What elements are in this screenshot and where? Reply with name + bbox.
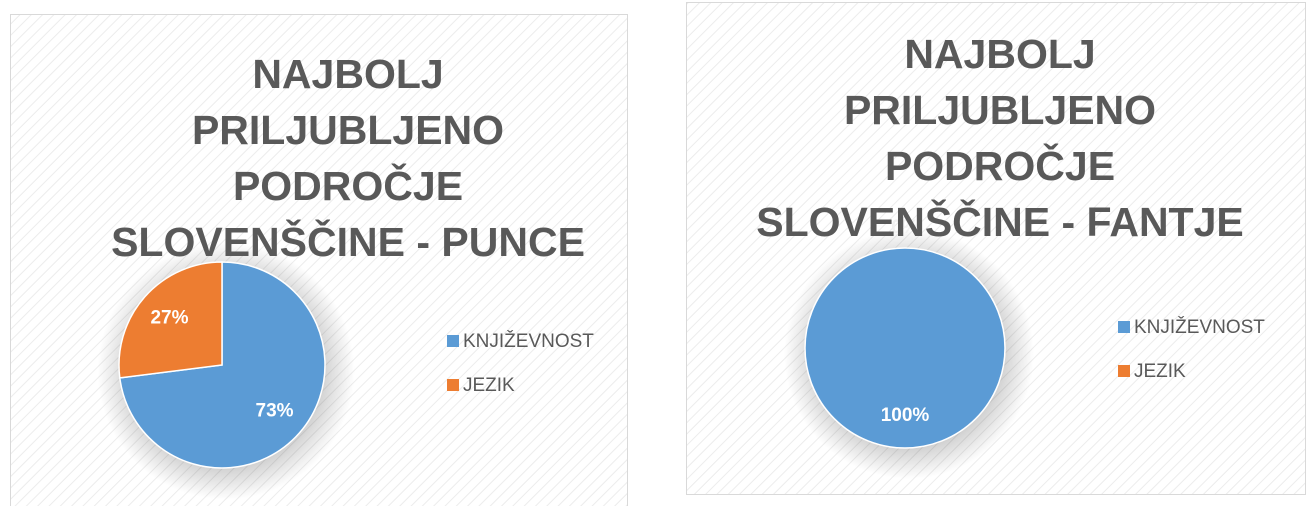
pie-slice (804, 247, 1006, 449)
data-label: 73% (256, 400, 294, 421)
pie-slice (118, 261, 223, 379)
legend-label: KNJIŽEVNOST (463, 330, 594, 352)
legend-swatch (1118, 321, 1130, 333)
legend-swatch (1118, 365, 1130, 377)
data-label: 100% (881, 405, 930, 426)
legend-label: JEZIK (1134, 361, 1186, 382)
legend-label: JEZIK (463, 375, 515, 396)
legend-label: KNJIŽEVNOST (1134, 316, 1265, 338)
legend-swatch (447, 379, 459, 391)
chart-title: NAJBOLJ PRILJUBLJENO PODROČJE SLOVENŠČIN… (756, 31, 1244, 245)
data-label: 27% (150, 308, 188, 329)
legend-swatch (447, 335, 459, 347)
chart-title: NAJBOLJ PRILJUBLJENO PODROČJE SLOVENŠČIN… (111, 51, 585, 265)
data-label: 0% (891, 217, 919, 238)
